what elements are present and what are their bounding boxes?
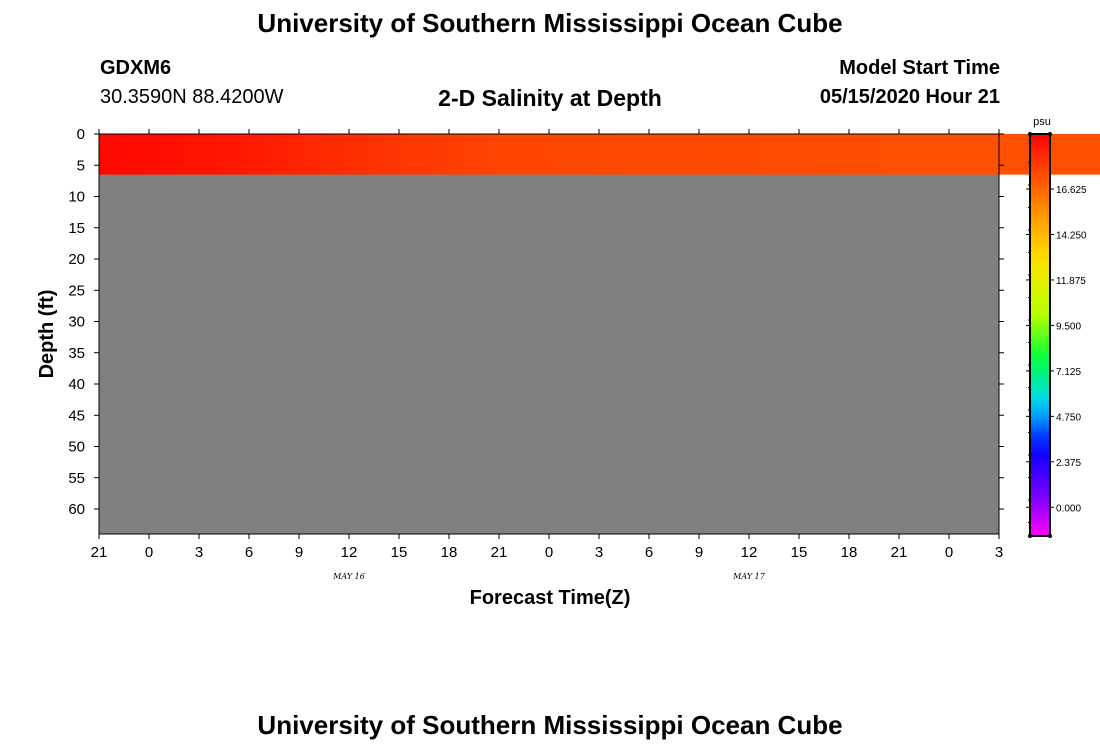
y-tick-label: 45 — [68, 407, 85, 424]
y-tick-label: 5 — [77, 157, 85, 174]
y-tick-label: 50 — [68, 439, 85, 456]
chart-title-bottom: University of Southern Mississippi Ocean… — [257, 710, 843, 740]
x-tick-label: 15 — [391, 544, 408, 561]
y-tick-label: 35 — [68, 345, 85, 362]
colorbar-corner-dot — [1028, 132, 1032, 136]
y-tick-label: 55 — [68, 470, 85, 487]
colorbar-tick-label: 2.375 — [1056, 458, 1081, 469]
y-tick-label: 30 — [68, 314, 85, 331]
x-tick-label: 6 — [645, 544, 653, 561]
model-start-value: 05/15/2020 Hour 21 — [819, 86, 1000, 108]
colorbar-tick-label: 4.750 — [1056, 412, 1081, 423]
x-tick-label: 0 — [145, 544, 153, 561]
x-tick-label: 3 — [595, 544, 603, 561]
colorbar-tick-label: 11.875 — [1056, 276, 1086, 287]
x-tick-label: 18 — [841, 544, 858, 561]
y-tick-label: 20 — [68, 251, 85, 268]
y-tick-label: 10 — [68, 189, 85, 206]
y-tick-label: 25 — [68, 282, 85, 299]
y-tick-label: 60 — [68, 501, 85, 518]
colorbar-corner-dot — [1048, 534, 1052, 538]
x-tick-label: 0 — [945, 544, 953, 561]
x-tick-label: 3 — [995, 544, 1003, 561]
x-tick-label: 3 — [195, 544, 203, 561]
x-tick-label: 9 — [695, 544, 703, 561]
colorbar-corner-dot — [1048, 132, 1052, 136]
colorbar-tick-label: 7.125 — [1056, 367, 1081, 378]
colorbar-tick-label: 0.000 — [1056, 503, 1081, 514]
plot-area — [98, 133, 1100, 535]
y-axis-label: Depth (ft) — [36, 290, 58, 379]
x-tick-label: 21 — [891, 544, 908, 561]
y-tick-label: 40 — [68, 376, 85, 393]
x-axis: 21 0 3 6 9 12 15 18 21 0 3 6 9 12 15 18 21 0 3 MAY 16 MAY 17 — [91, 129, 1003, 581]
y-axis: 0 5 10 15 20 25 30 35 40 45 50 55 60 — [68, 126, 1004, 518]
x-tick-label: 12 — [741, 544, 758, 561]
colorbar: 16.625 14.250 11.875 9.500 7.125 4.750 2.375 0.… — [1026, 132, 1087, 538]
chart-title-top: University of Southern Mississippi Ocean… — [257, 8, 843, 38]
x-tick-label: 12 — [341, 544, 358, 561]
station-id: GDXM6 — [100, 57, 172, 79]
model-start-label: Model Start Time — [839, 57, 1000, 79]
x-tick-label: 18 — [441, 544, 458, 561]
x-tick-label: 15 — [791, 544, 808, 561]
x-tick-label: 21 — [491, 544, 508, 561]
x-axis-label: Forecast Time(Z) — [470, 587, 631, 609]
x-tick-label: 0 — [545, 544, 553, 561]
y-tick-label: 15 — [68, 220, 85, 237]
x-tick-label: 6 — [245, 544, 253, 561]
x-date-label: MAY 16 — [332, 572, 365, 581]
x-tick-label: 21 — [91, 544, 108, 561]
colorbar-unit: psu — [1033, 116, 1051, 128]
plot-title: 2-D Salinity at Depth — [438, 85, 662, 111]
colorbar-scale — [1029, 133, 1051, 537]
surface-salinity-layer — [99, 134, 1100, 175]
colorbar-tick-label: 9.500 — [1056, 321, 1081, 332]
station-coords: 30.3590N 88.4200W — [100, 86, 284, 108]
missing-data-area — [99, 134, 999, 534]
x-tick-label: 9 — [295, 544, 303, 561]
x-date-label: MAY 17 — [732, 572, 766, 581]
colorbar-corner-dot — [1028, 534, 1032, 538]
y-tick-label: 0 — [77, 126, 85, 143]
colorbar-tick-label: 14.250 — [1056, 231, 1087, 242]
colorbar-tick-label: 16.625 — [1056, 185, 1087, 196]
